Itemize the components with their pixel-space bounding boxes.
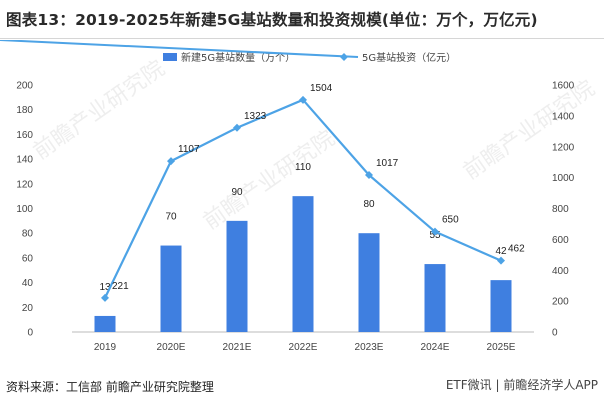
bar-value-label: 70 bbox=[165, 212, 177, 223]
x-category-label: 2019 bbox=[94, 342, 117, 353]
line-value-label: 221 bbox=[112, 281, 129, 292]
y-left-tick-label: 140 bbox=[16, 155, 33, 166]
bar bbox=[358, 233, 380, 332]
line-point bbox=[167, 157, 175, 166]
line-value-label: 1017 bbox=[376, 158, 399, 169]
y-right-tick-label: 1400 bbox=[552, 111, 575, 122]
bar-value-label: 42 bbox=[495, 246, 507, 257]
y-left-tick-label: 100 bbox=[16, 204, 33, 215]
line-point bbox=[233, 123, 241, 132]
y-right-tick-label: 400 bbox=[552, 266, 569, 277]
bar bbox=[424, 264, 446, 332]
x-axis-categories: 2019 2020E 2021E 2022E 2023E 2024E 2025E bbox=[94, 342, 516, 353]
legend-bar-swatch bbox=[163, 53, 177, 61]
line-value-label: 462 bbox=[508, 244, 525, 255]
y-left-tick-label: 40 bbox=[22, 278, 34, 289]
y-right-tick-label: 200 bbox=[552, 297, 569, 308]
bar bbox=[226, 220, 248, 332]
y-left-tick-label: 0 bbox=[27, 328, 33, 339]
legend-line-label: 5G基站投资（亿元） bbox=[362, 51, 456, 64]
y-right-tick-label: 800 bbox=[552, 204, 569, 215]
y-right-tick-label: 1000 bbox=[552, 173, 575, 184]
y-left-tick-label: 180 bbox=[16, 105, 33, 116]
y-left-tick-label: 160 bbox=[16, 130, 33, 141]
line-point bbox=[365, 171, 373, 180]
combo-chart: 前瞻产业研究院 前瞻产业研究院 前瞻产业研究院 新建5G基站数量（万个） 5G基… bbox=[0, 40, 600, 353]
bar-series: 13 70 90 110 80 55 42 bbox=[94, 162, 512, 332]
legend-line-marker bbox=[340, 53, 348, 61]
source-note: 资料来源：工信部 前瞻产业研究院整理 bbox=[6, 380, 214, 394]
x-category-label: 2025E bbox=[487, 342, 516, 353]
legend-bar-label: 新建5G基站数量（万个） bbox=[181, 51, 295, 64]
bar-value-label: 90 bbox=[231, 187, 243, 198]
y-axis-left: 0 20 40 60 80 100 120 140 160 180 200 bbox=[16, 81, 33, 339]
bar bbox=[490, 280, 512, 332]
line-value-label: 1323 bbox=[244, 111, 267, 122]
x-category-label: 2021E bbox=[223, 342, 252, 353]
y-left-tick-label: 120 bbox=[16, 179, 33, 190]
bar-value-label: 110 bbox=[295, 162, 311, 173]
svg-text:前瞻产业研究院: 前瞻产业研究院 bbox=[459, 76, 600, 185]
line-point bbox=[497, 256, 505, 265]
y-left-tick-label: 200 bbox=[16, 81, 33, 92]
line-value-label: 1107 bbox=[178, 144, 200, 155]
chart-title: 图表13：2019-2025年新建5G基站数量和投资规模(单位：万个，万亿元) bbox=[6, 11, 538, 29]
y-left-tick-label: 20 bbox=[22, 303, 34, 314]
line-point bbox=[431, 227, 439, 236]
y-right-tick-label: 1600 bbox=[552, 81, 575, 92]
line-point bbox=[299, 95, 307, 104]
bar bbox=[94, 315, 116, 332]
svg-text:前瞻产业研究院: 前瞻产业研究院 bbox=[29, 56, 170, 165]
bar-value-label: 80 bbox=[363, 199, 375, 210]
y-right-tick-label: 0 bbox=[552, 328, 558, 339]
y-right-tick-label: 600 bbox=[552, 235, 569, 246]
y-left-tick-label: 60 bbox=[22, 253, 34, 264]
svg-text:前瞻产业研究院: 前瞻产业研究院 bbox=[199, 126, 340, 235]
y-left-tick-label: 80 bbox=[22, 229, 34, 240]
title-divider bbox=[0, 38, 604, 39]
x-category-label: 2023E bbox=[355, 342, 384, 353]
line-value-label: 650 bbox=[442, 215, 459, 226]
watermark-caption: ETF微讯 | 前瞻经济学人APP bbox=[445, 378, 598, 392]
bar-value-label: 55 bbox=[429, 230, 441, 241]
line-point bbox=[101, 293, 109, 302]
bar bbox=[160, 245, 182, 332]
line-series: 221 1107 1323 1504 1017 650 462 bbox=[101, 83, 525, 302]
bar bbox=[292, 196, 314, 332]
x-category-label: 2020E bbox=[157, 342, 186, 353]
y-axis-right: 0 200 400 600 800 1000 1200 1400 1600 bbox=[552, 81, 575, 339]
y-right-tick-label: 1200 bbox=[552, 142, 575, 153]
x-category-label: 2024E bbox=[421, 342, 450, 353]
legend-line-swatch bbox=[0, 40, 359, 58]
line-value-label: 1504 bbox=[310, 83, 333, 94]
legend: 新建5G基站数量（万个） 5G基站投资（亿元） bbox=[0, 40, 456, 64]
bar-value-label: 13 bbox=[99, 282, 111, 293]
x-category-label: 2022E bbox=[289, 342, 318, 353]
